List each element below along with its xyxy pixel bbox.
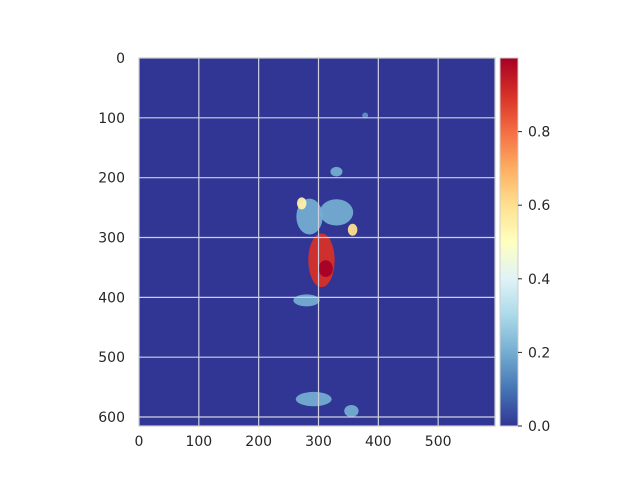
heatmap-regions [293,112,369,418]
x-tick-label: 400 [365,434,392,450]
heatmap-region [295,391,332,407]
colorbar-tick-label: 0.2 [528,345,550,361]
colorbar-tick-label: 0.6 [528,198,550,214]
heatmap-region [296,197,307,210]
heatmap-region [308,233,335,288]
heatmap-region [362,112,369,119]
plot-frame [138,57,496,427]
x-tick-label: 200 [245,434,272,450]
x-axis: 0 100 200 300 400 500 [135,434,452,450]
x-tick-label: 100 [185,434,212,450]
y-tick-label: 400 [98,290,125,306]
colorbar-ticks: 0.0 0.2 0.4 0.6 0.8 [518,125,550,435]
heatmap-region [330,166,343,177]
colorbar: 0.0 0.2 0.4 0.6 0.8 [499,57,550,435]
x-tick-label: 500 [425,434,452,450]
x-tick-label: 300 [305,434,332,450]
heatmap-region [344,405,359,418]
y-tick-label: 500 [98,350,125,366]
colorbar-frame [499,57,519,427]
heatmap-region [319,199,354,226]
heatmap-region [318,260,333,278]
y-tick-label: 300 [98,231,125,247]
y-tick-label: 0 [116,51,125,67]
x-tick-label: 0 [135,434,144,450]
y-tick-label: 100 [98,111,125,127]
colorbar-tick-label: 0.8 [528,125,550,141]
y-tick-label: 200 [98,171,125,187]
colorbar-gradient [500,58,518,426]
colorbar-tick-label: 0.4 [528,272,550,288]
colorbar-tick-label: 0.0 [528,419,550,435]
y-tick-label: 600 [98,410,125,426]
heatmap-region [347,223,358,236]
plot-area [138,57,496,427]
y-axis: 0 100 200 300 400 500 600 [98,51,125,426]
grid-lines [139,58,495,426]
heatmap-region [293,294,320,307]
